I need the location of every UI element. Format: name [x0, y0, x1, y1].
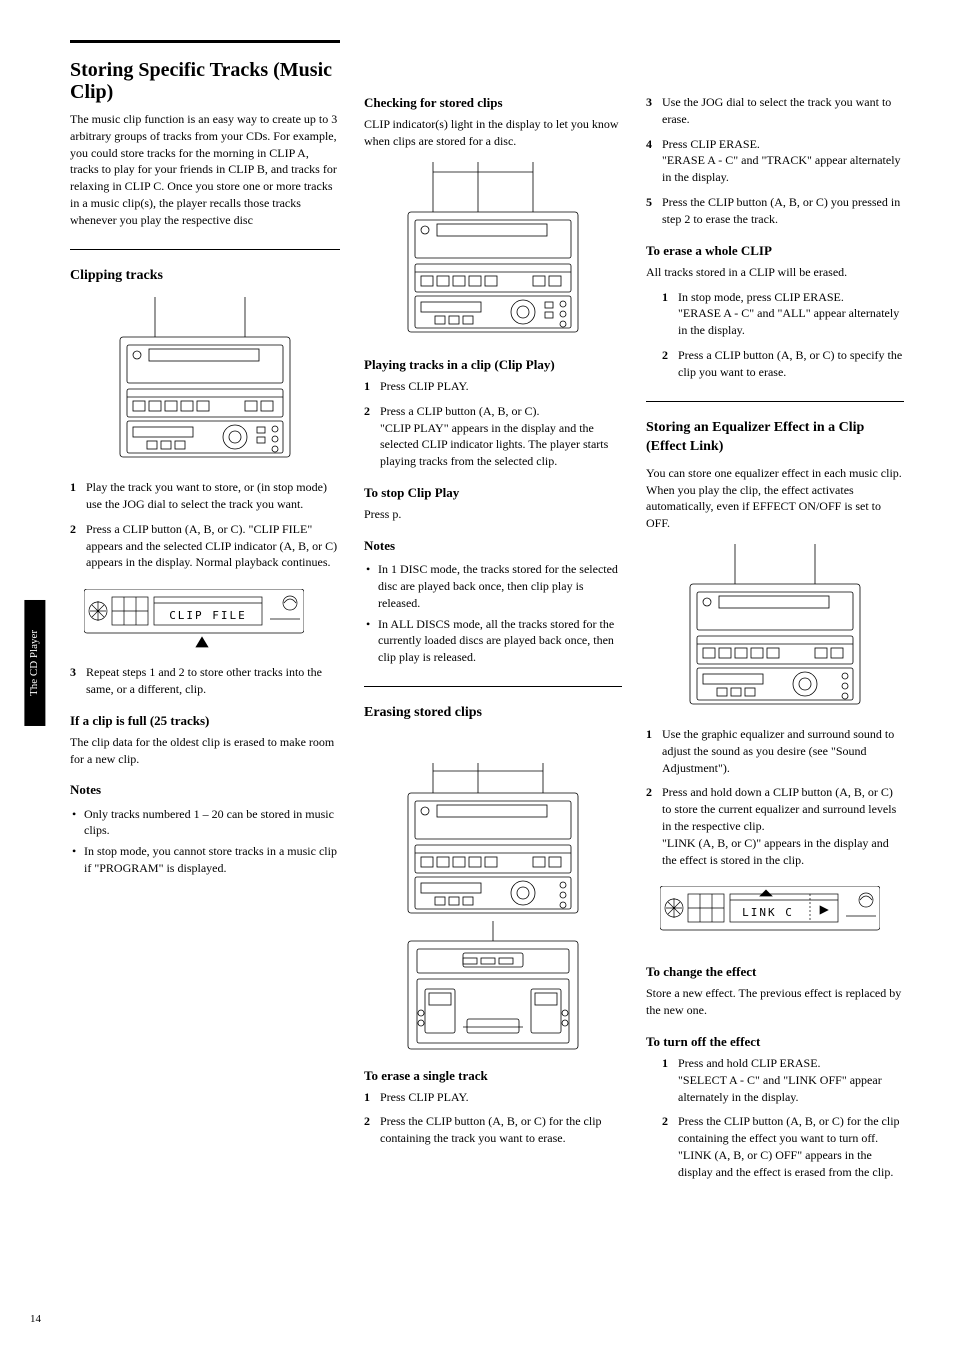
e4b: "ERASE A - C" and "TRACK" appear alterna… [662, 153, 901, 184]
side-tab: The CD Player [24, 600, 45, 726]
device-diagram-1 [115, 297, 295, 467]
page-columns: Storing Specific Tracks (Music Clip) The… [70, 40, 904, 1189]
notes-title-1: Notes [70, 781, 340, 799]
device-diagram-4 [685, 544, 865, 714]
erase-step-4: 4 Press CLIP ERASE. "ERASE A - C" and "T… [646, 136, 904, 186]
page-number: 14 [30, 1312, 41, 1327]
s2a: Press and hold down a CLIP button (A, B,… [662, 785, 896, 833]
display-link: LINK C [660, 886, 880, 934]
display-clip-file: CLIP FILE [84, 589, 304, 649]
step-2b: "CLIP PLAY" appears in the display and t… [380, 421, 608, 469]
stop-clip-title: To stop Clip Play [364, 484, 622, 502]
clipping-tracks-title: Clipping tracks [70, 249, 340, 286]
link-step-1: 1 Use the graphic equalizer and surround… [646, 726, 904, 776]
note-item: Only tracks numbered 1 – 20 can be store… [72, 806, 340, 840]
erase-step-2: 2 Press the CLIP button (A, B, or C) for… [364, 1113, 622, 1147]
erase-step-1: 1 Press CLIP PLAY. [364, 1089, 622, 1106]
whole-step-2: 2 Press a CLIP button (A, B, or C) to sp… [662, 347, 904, 381]
change-effect-title: To change the effect [646, 963, 904, 981]
erase-step-5: 5 Press the CLIP button (A, B, or C) you… [646, 194, 904, 228]
o2b: "LINK (A, B, or C) OFF" appears in the d… [678, 1148, 893, 1179]
w1a: In stop mode, press CLIP ERASE. [678, 290, 844, 304]
column-3: 3 Use the JOG dial to select the track y… [646, 40, 904, 1189]
whole-step-1: 1 In stop mode, press CLIP ERASE. "ERASE… [662, 289, 904, 339]
eq-title: Storing an Equalizer Effect in a Clip (E… [646, 401, 904, 457]
o1a: Press and hold CLIP ERASE. [678, 1056, 821, 1070]
link-step-2: 2 Press and hold down a CLIP button (A, … [646, 784, 904, 868]
note-item: In ALL DISCS mode, all the tracks stored… [366, 616, 622, 666]
off-effect-title: To turn off the effect [646, 1033, 904, 1051]
e4a: Press CLIP ERASE. [662, 137, 760, 151]
step-2a: Press a CLIP button (A, B, or C). [380, 404, 540, 418]
notes-list-1: Only tracks numbered 1 – 20 can be store… [72, 806, 340, 877]
note-item: In 1 DISC mode, the tracks stored for th… [366, 561, 622, 611]
play-clip-title: Playing tracks in a clip (Clip Play) [364, 356, 622, 374]
play-step-1: 1 Press CLIP PLAY. [364, 378, 622, 395]
if-clip-full-text: The clip data for the oldest clip is era… [70, 734, 340, 768]
erase-step-3: 3 Use the JOG dial to select the track y… [646, 94, 904, 128]
if-clip-full-title: If a clip is full (25 tracks) [70, 712, 340, 730]
check-clips-text: CLIP indicator(s) light in the display t… [364, 116, 622, 150]
display-text: LINK C [742, 906, 794, 919]
step-3: 3 Repeat steps 1 and 2 to store other tr… [70, 664, 340, 698]
column-2: Checking for stored clips CLIP indicator… [364, 40, 622, 1189]
notes-title-2: Notes [364, 537, 622, 555]
stop-clip-text: Press p. [364, 506, 622, 523]
device-diagram-2 [403, 162, 583, 342]
erase-whole-title: To erase a whole CLIP [646, 242, 904, 260]
off-step-2: 2 Press the CLIP button (A, B, or C) for… [662, 1113, 904, 1180]
play-step-2: 2 Press a CLIP button (A, B, or C). "CLI… [364, 403, 622, 470]
step-1: 1 Play the track you want to store, or (… [70, 479, 340, 513]
change-effect-text: Store a new effect. The previous effect … [646, 985, 904, 1019]
s2b: "LINK (A, B, or C)" appears in the displ… [662, 836, 889, 867]
device-diagram-3 [403, 763, 583, 1053]
column-1: Storing Specific Tracks (Music Clip) The… [70, 40, 340, 1189]
title-rule [70, 40, 340, 43]
notes-list-2: In 1 DISC mode, the tracks stored for th… [366, 561, 622, 666]
display-text: CLIP FILE [169, 609, 247, 622]
o2a: Press the CLIP button (A, B, or C) for t… [678, 1114, 900, 1145]
erase-clips-title: Erasing stored clips [364, 686, 622, 723]
w1b: "ERASE A - C" and "ALL" appear alternate… [678, 306, 899, 337]
note-item: In stop mode, you cannot store tracks in… [72, 843, 340, 877]
main-title: Storing Specific Tracks (Music Clip) [70, 59, 340, 103]
off-step-1: 1 Press and hold CLIP ERASE. "SELECT A -… [662, 1055, 904, 1105]
intro-text: The music clip function is an easy way t… [70, 111, 340, 229]
o1b: "SELECT A - C" and "LINK OFF" appear alt… [678, 1073, 882, 1104]
erase-whole-text: All tracks stored in a CLIP will be eras… [646, 264, 904, 281]
check-clips-title: Checking for stored clips [364, 94, 622, 112]
erase-single-title: To erase a single track [364, 1067, 622, 1085]
step-2: 2 Press a CLIP button (A, B, or C). "CLI… [70, 521, 340, 571]
eq-intro: You can store one equalizer effect in ea… [646, 465, 904, 532]
